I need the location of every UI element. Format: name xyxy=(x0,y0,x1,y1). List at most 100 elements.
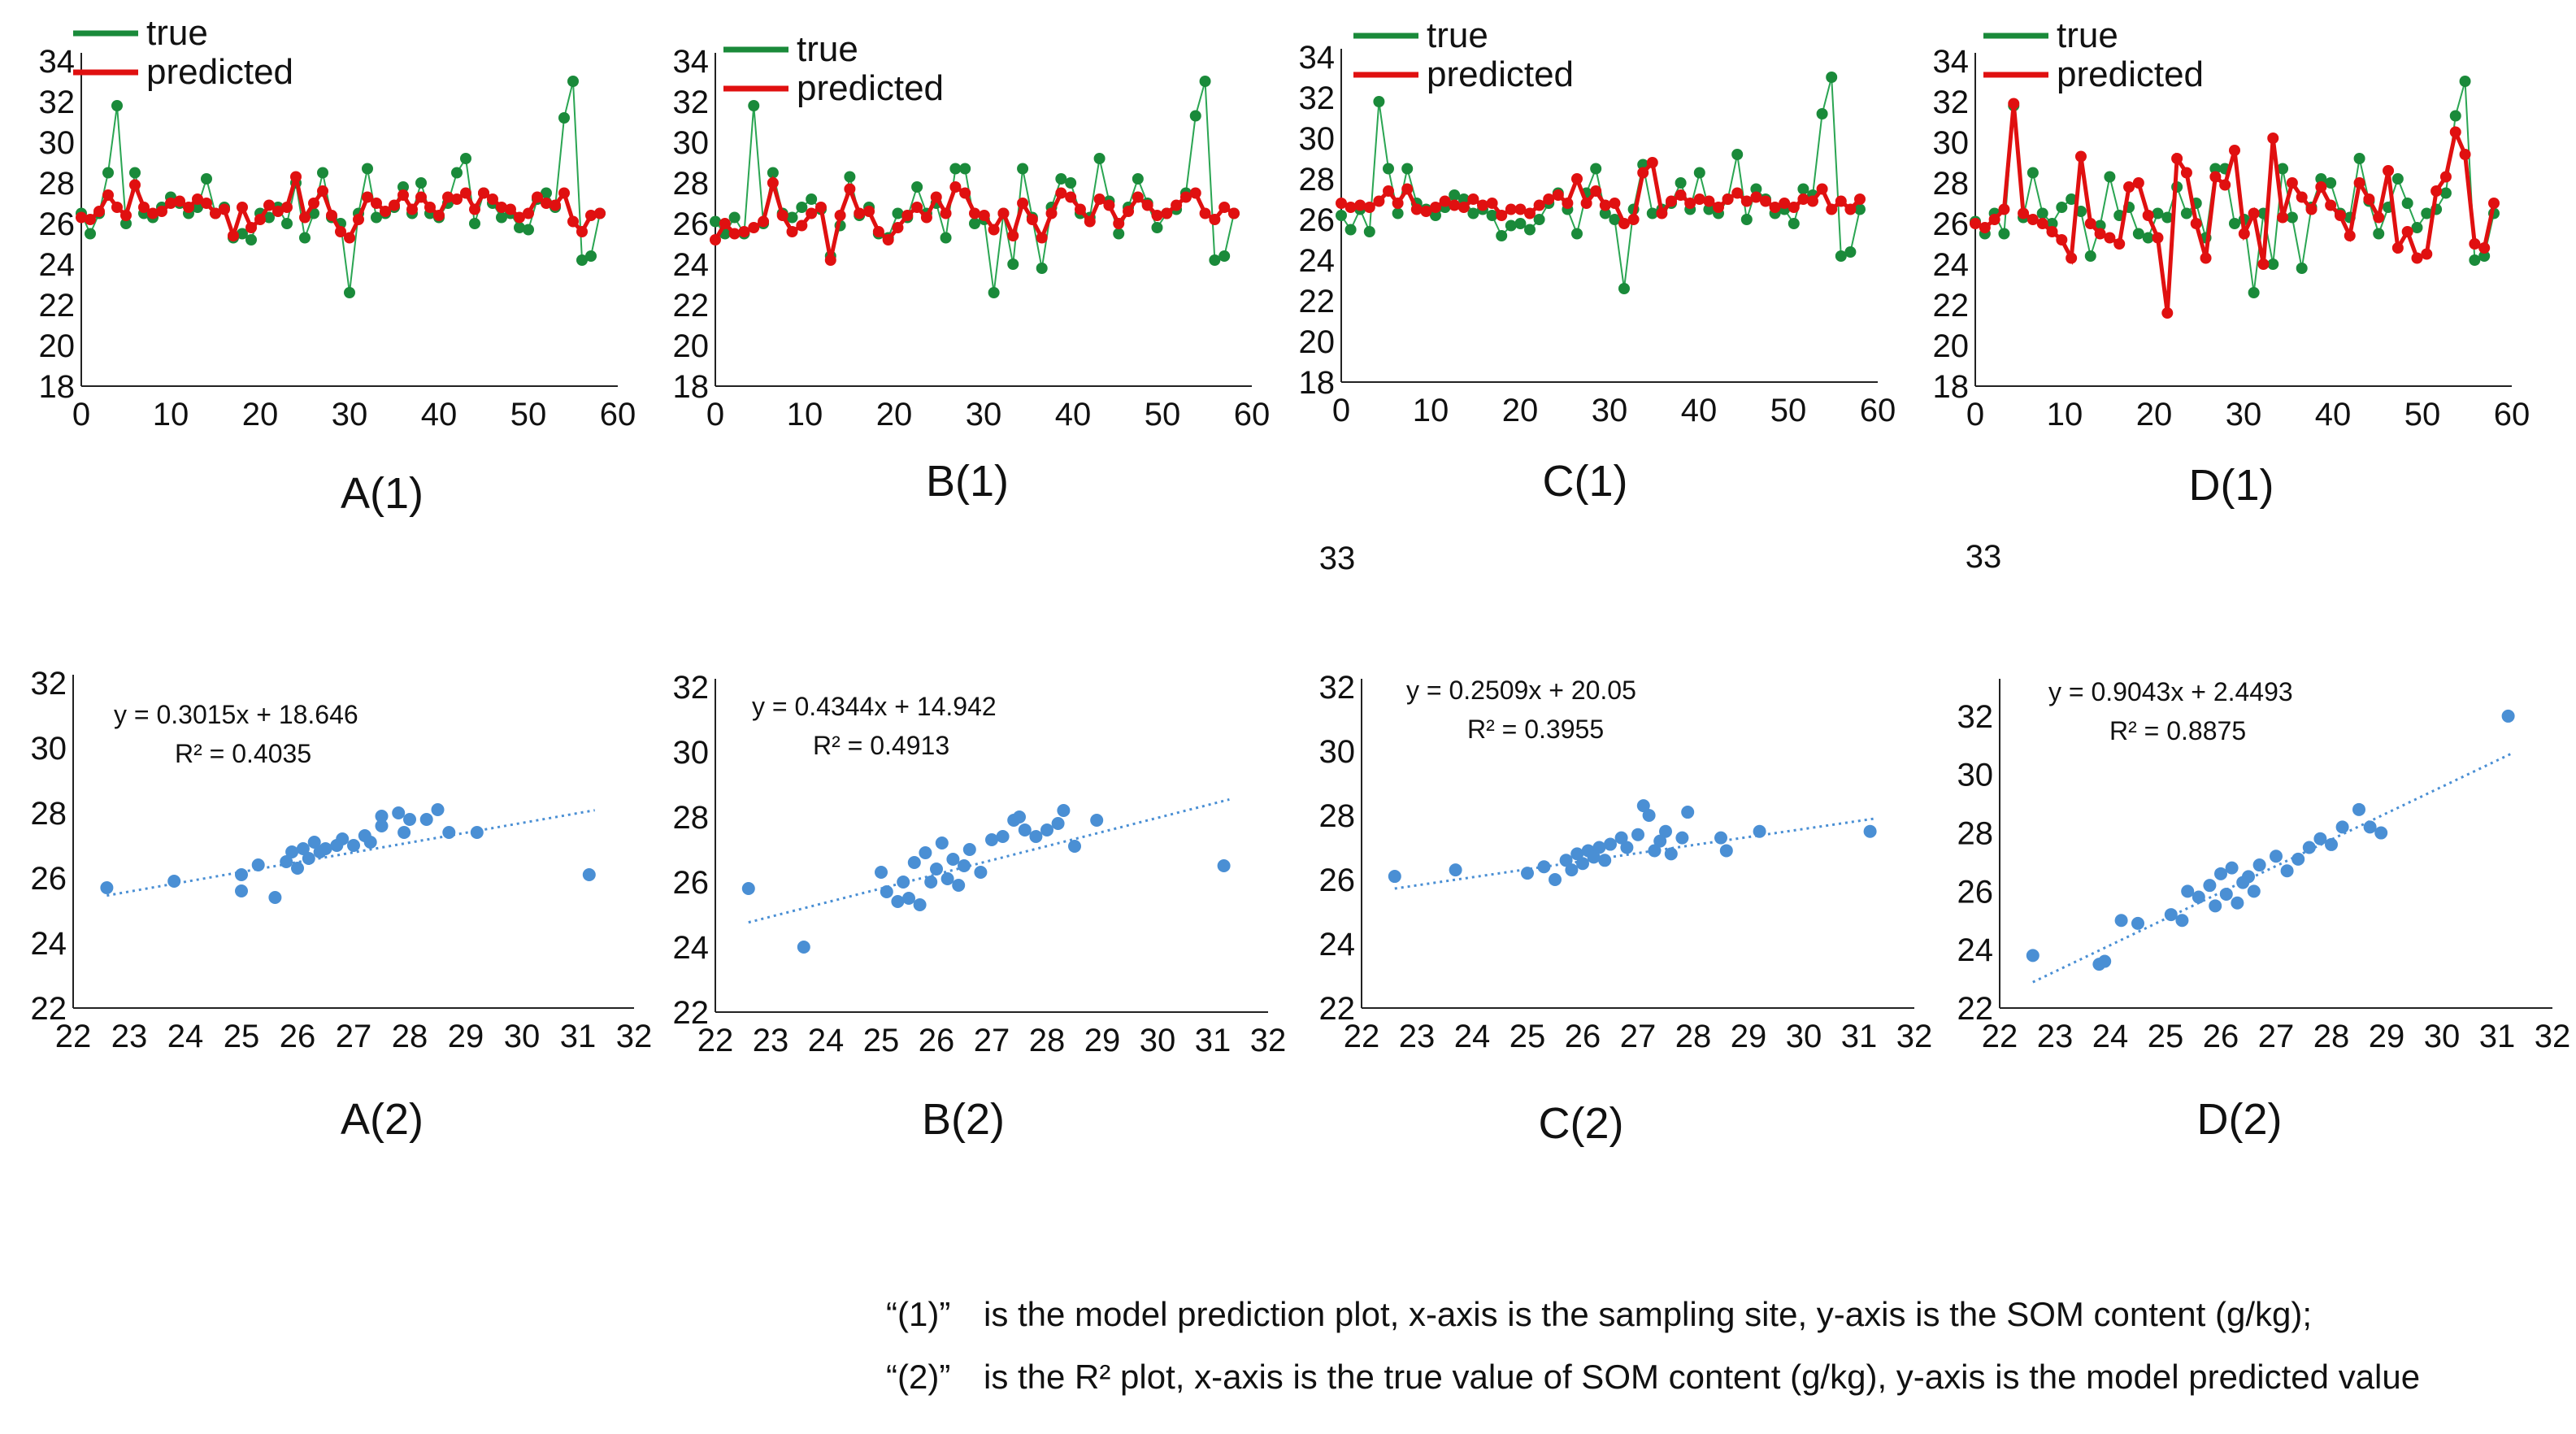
point-predicted xyxy=(1344,202,1357,213)
y-tick-label: 28 xyxy=(673,800,710,836)
trend-equation: y = 0.9043x + 2.4493 xyxy=(2048,677,2293,706)
point-true xyxy=(2267,259,2279,270)
x-tick-label: 20 xyxy=(2136,397,2173,432)
point-predicted xyxy=(138,202,150,213)
point-predicted xyxy=(1093,193,1106,205)
x-tick-label: 40 xyxy=(421,397,458,432)
point-true xyxy=(1998,228,2010,240)
scatter-point xyxy=(797,941,810,954)
panel-label: A(1) xyxy=(341,469,424,518)
scatter-point xyxy=(2225,861,2239,875)
point-true xyxy=(959,163,971,175)
point-predicted xyxy=(228,230,239,241)
point-true xyxy=(1036,263,1048,274)
scatter-point xyxy=(1040,823,1053,836)
scatter-point xyxy=(403,813,416,826)
point-predicted xyxy=(469,203,480,215)
point-predicted xyxy=(192,193,203,205)
point-true xyxy=(1344,224,1357,236)
y-tick-label: 24 xyxy=(31,926,67,962)
point-predicted xyxy=(1769,202,1781,213)
point-predicted xyxy=(1113,218,1125,229)
point-predicted xyxy=(2296,191,2308,203)
point-true xyxy=(299,232,311,244)
point-predicted xyxy=(1998,203,2010,215)
point-predicted xyxy=(1514,203,1527,215)
point-predicted xyxy=(1609,198,1621,209)
x-tick-label: 25 xyxy=(863,1023,900,1058)
scatter-point xyxy=(2214,867,2227,880)
point-predicted xyxy=(1979,222,1991,233)
point-true xyxy=(1218,250,1231,262)
point-predicted xyxy=(165,198,176,209)
scatter-point xyxy=(1714,831,1727,845)
y-tick-label: 22 xyxy=(31,991,67,1027)
x-tick-label: 0 xyxy=(1332,393,1350,428)
y-tick-label: 24 xyxy=(1957,932,1994,968)
point-predicted xyxy=(1363,202,1375,213)
point-true xyxy=(397,181,409,193)
point-true xyxy=(558,112,570,124)
point-predicted xyxy=(2334,210,2346,221)
x-tick-label: 29 xyxy=(448,1019,484,1054)
x-tick-label: 20 xyxy=(1502,393,1539,428)
chart-a2: 22 24 26 28 30 32 22 23 24 25 26 27 28 29 30 31 32 A(2) y … xyxy=(31,666,653,1144)
point-predicted xyxy=(1179,191,1192,203)
x-tick-label: 28 xyxy=(1675,1019,1712,1054)
y-tick-label: 26 xyxy=(1299,202,1336,238)
x-tick-label: 31 xyxy=(1195,1023,1232,1058)
y-tick-label: 30 xyxy=(1319,734,1356,770)
point-true xyxy=(469,218,480,229)
x-tick-label: 40 xyxy=(2315,397,2352,432)
point-predicted xyxy=(219,203,230,215)
point-true xyxy=(129,167,141,179)
point-predicted xyxy=(1970,218,1981,229)
point-true xyxy=(111,100,123,111)
point-true xyxy=(2411,222,2423,233)
y-tick-label: 32 xyxy=(1319,670,1356,706)
y-tick-label: 20 xyxy=(39,328,76,364)
scatter-point xyxy=(891,895,905,908)
point-predicted xyxy=(594,207,606,219)
x-tick-label: 32 xyxy=(2535,1019,2571,1054)
point-true xyxy=(371,211,382,224)
y-tick-label: 26 xyxy=(31,861,67,897)
y-tick-label: 20 xyxy=(673,328,710,364)
x-tick-label: 23 xyxy=(111,1019,148,1054)
y-tick-label: 22 xyxy=(673,288,710,324)
point-predicted xyxy=(1477,199,1488,211)
scatter-point xyxy=(285,845,299,858)
point-true xyxy=(1055,173,1067,185)
x-tick-label: 10 xyxy=(2047,397,2083,432)
point-true xyxy=(1383,163,1394,175)
point-predicted xyxy=(997,207,1010,219)
point-predicted xyxy=(514,211,525,224)
point-predicted xyxy=(2142,210,2154,221)
point-true xyxy=(911,181,923,193)
legend-label-predicted: predicted xyxy=(797,68,944,108)
y-tick-label: 32 xyxy=(1933,85,1970,120)
point-true xyxy=(496,211,507,224)
y-tick-label: 28 xyxy=(1957,816,1994,852)
x-tick-label: 26 xyxy=(280,1019,316,1054)
point-predicted xyxy=(174,195,185,207)
point-predicted xyxy=(1684,198,1696,209)
point-true xyxy=(1731,149,1744,160)
point-predicted xyxy=(1552,189,1564,201)
point-predicted xyxy=(2391,242,2404,254)
point-predicted xyxy=(1788,202,1800,213)
point-true xyxy=(2056,202,2068,213)
scatter-point xyxy=(1570,847,1584,861)
point-true xyxy=(1189,110,1201,122)
point-predicted xyxy=(1722,193,1734,205)
y-tick-label: 18 xyxy=(39,369,76,405)
point-true xyxy=(1533,214,1545,225)
point-true xyxy=(2439,187,2452,199)
point-true xyxy=(1113,228,1125,240)
point-true xyxy=(1514,218,1527,229)
scatter-point xyxy=(2302,841,2316,854)
point-true xyxy=(1844,246,1857,258)
x-tick-label: 29 xyxy=(2369,1019,2405,1054)
point-predicted xyxy=(776,210,788,221)
point-true xyxy=(415,177,427,189)
